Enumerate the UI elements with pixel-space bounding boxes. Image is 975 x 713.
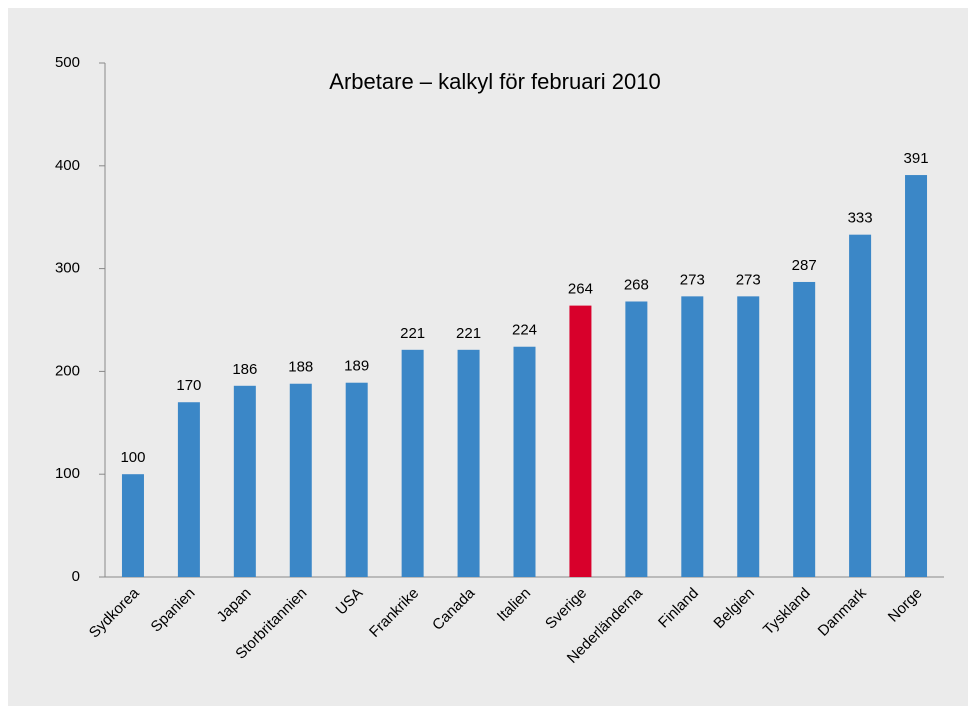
bar	[793, 281, 816, 577]
bar	[569, 305, 592, 577]
bar	[681, 296, 704, 577]
value-label: 189	[344, 358, 369, 375]
chart-title: Arbetare – kalkyl för februari 2010	[329, 69, 660, 94]
value-label: 100	[120, 449, 145, 466]
chart-background	[8, 8, 968, 706]
y-tick-label: 200	[55, 362, 80, 379]
bar	[121, 474, 144, 577]
value-label: 264	[568, 281, 593, 298]
value-label: 268	[624, 276, 649, 293]
value-label: 287	[792, 257, 817, 274]
value-label: 221	[456, 325, 481, 342]
bar	[737, 296, 760, 577]
bar	[849, 234, 872, 577]
bar	[513, 346, 536, 577]
bar	[233, 385, 256, 577]
bar	[289, 383, 312, 577]
bar	[177, 402, 200, 577]
bar	[401, 349, 424, 577]
value-label: 391	[904, 150, 929, 167]
bar	[905, 175, 928, 577]
value-label: 224	[512, 322, 537, 339]
value-label: 273	[680, 271, 705, 288]
bar	[457, 349, 480, 577]
bar	[345, 382, 368, 577]
y-tick-label: 500	[55, 54, 80, 71]
y-tick-label: 100	[55, 465, 80, 482]
y-tick-label: 400	[55, 157, 80, 174]
value-label: 333	[848, 210, 873, 227]
value-label: 170	[176, 377, 201, 394]
value-label: 186	[232, 361, 257, 378]
value-label: 273	[736, 271, 761, 288]
y-tick-label: 300	[55, 260, 80, 277]
bar	[625, 301, 648, 577]
value-label: 188	[288, 359, 313, 376]
value-label: 221	[400, 325, 425, 342]
y-tick-label: 0	[72, 568, 80, 585]
